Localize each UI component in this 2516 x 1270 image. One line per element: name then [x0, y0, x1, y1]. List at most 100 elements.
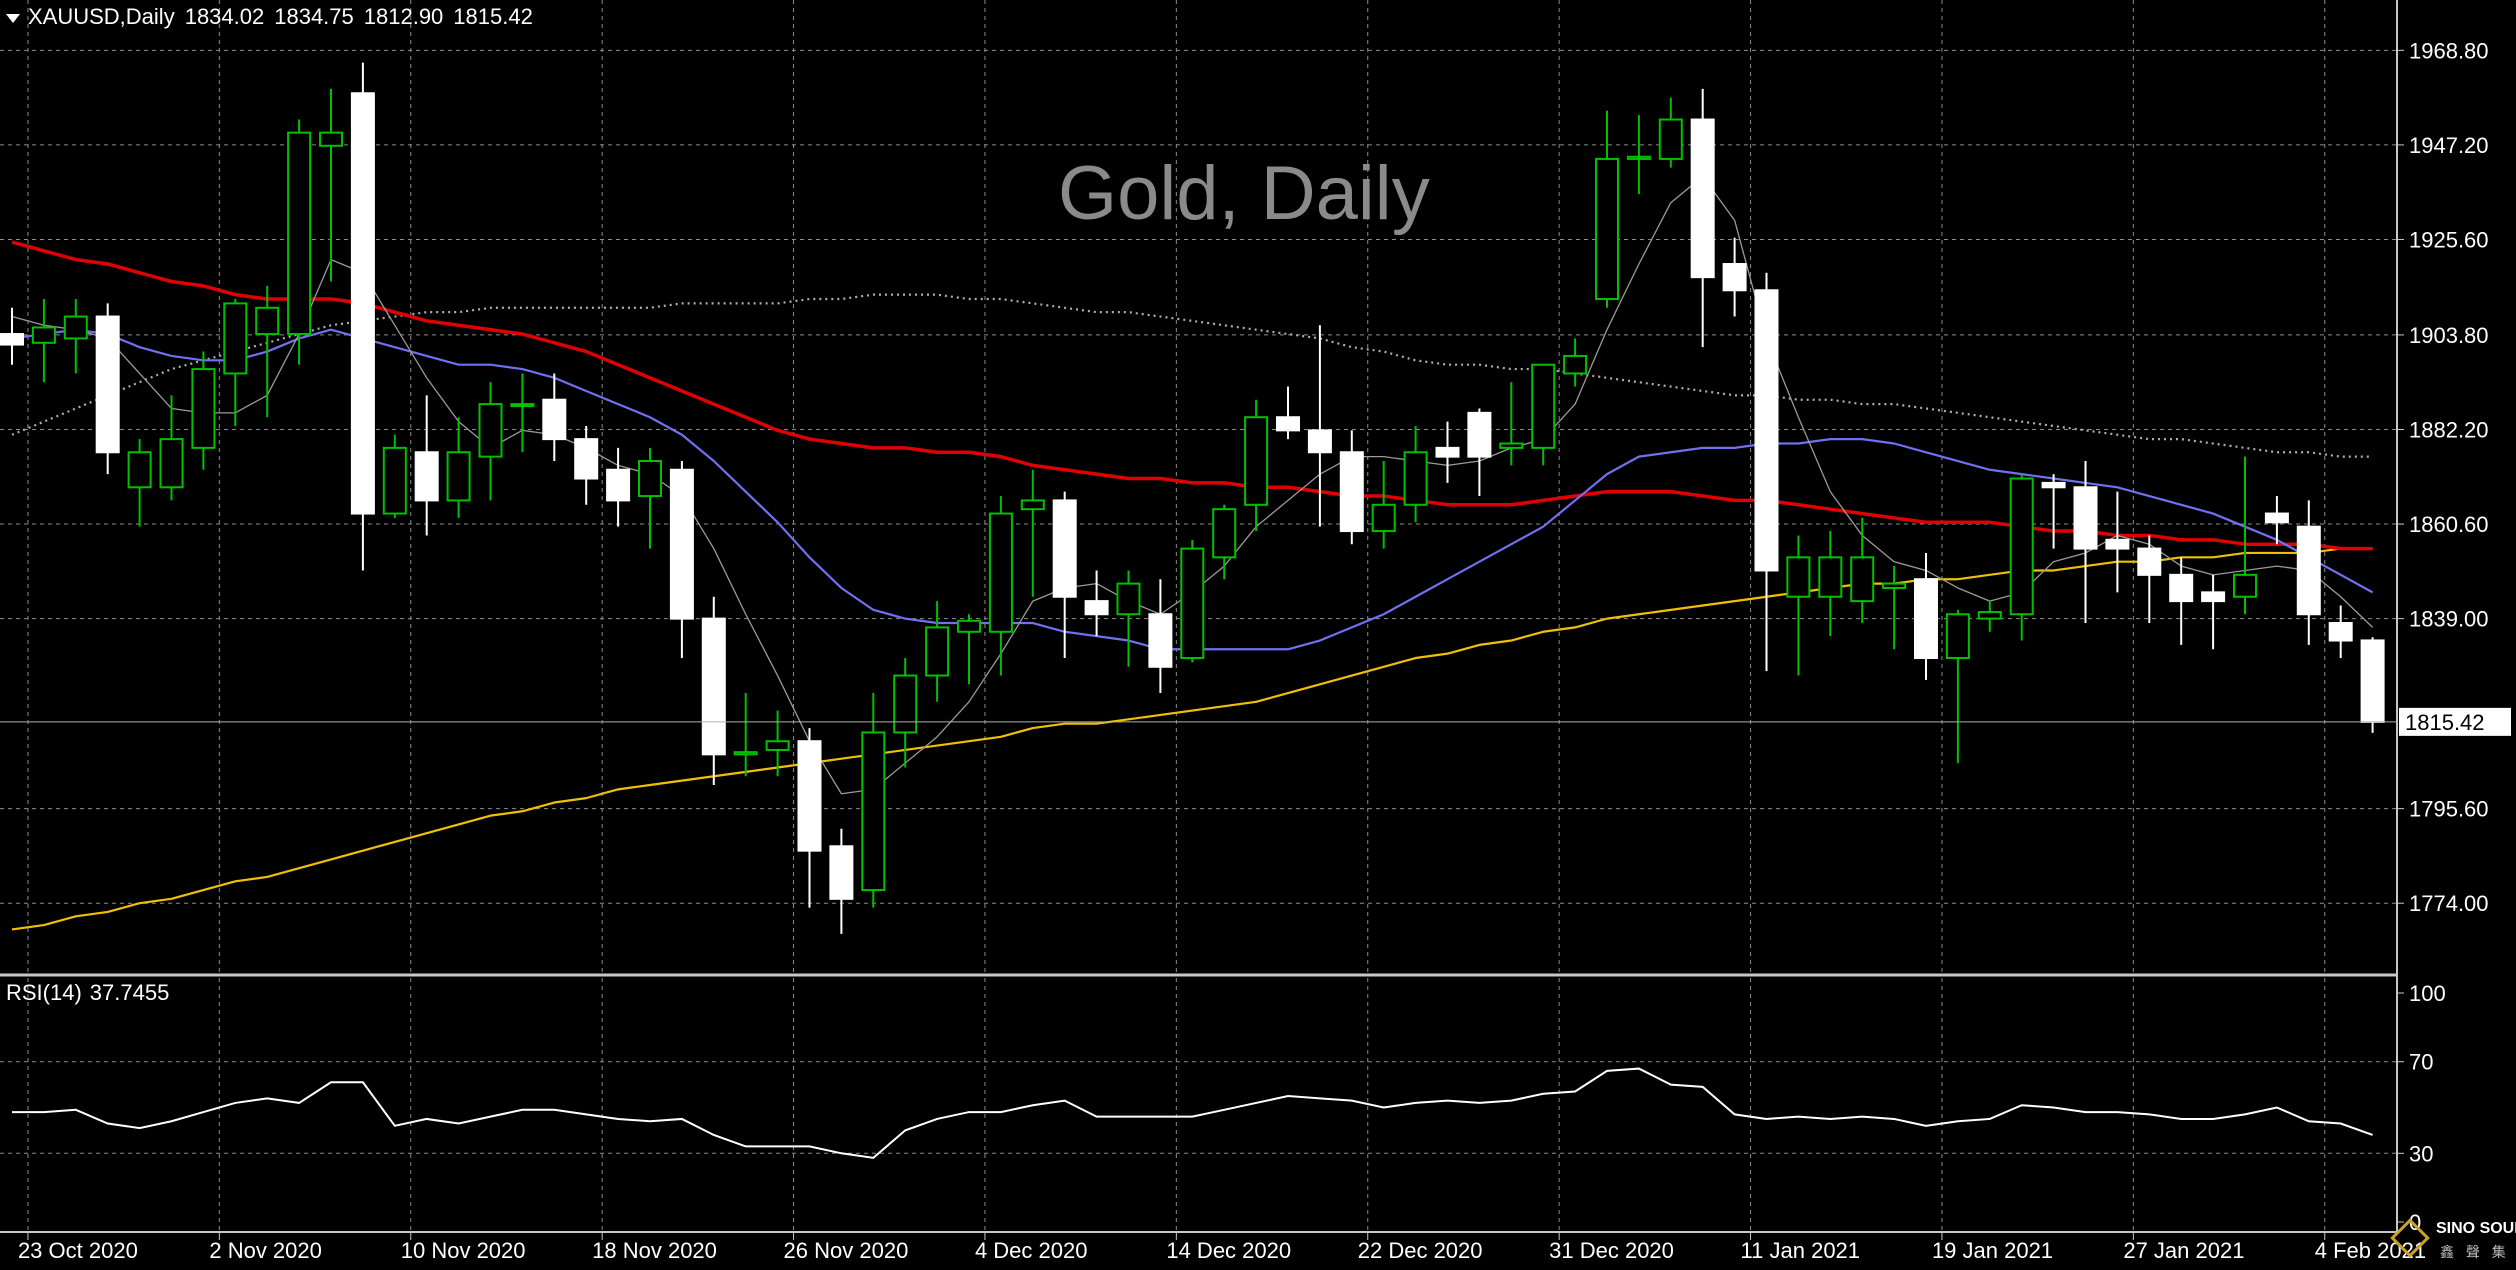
- candle[interactable]: [733, 693, 758, 777]
- candle[interactable]: [1499, 382, 1524, 466]
- candle[interactable]: [1658, 97, 1683, 168]
- rsi-panel[interactable]: 100 70 30 0: [0, 981, 2446, 1235]
- candle[interactable]: [1945, 609, 1970, 764]
- candle-body: [574, 438, 599, 480]
- candle[interactable]: [63, 299, 88, 374]
- candle[interactable]: [287, 119, 312, 365]
- candle[interactable]: [1850, 517, 1875, 624]
- candle-body: [1499, 442, 1524, 449]
- candle[interactable]: [31, 299, 56, 383]
- dropdown-triangle-icon[interactable]: [6, 13, 20, 23]
- candle[interactable]: [957, 614, 981, 685]
- candle-body: [925, 626, 950, 677]
- candle[interactable]: [2360, 637, 2385, 733]
- sino-sound-logo: SINO SOUND 鑫 聲 集 團: [2390, 1218, 2516, 1270]
- moving-average-line-ma_red: [11, 240, 2373, 551]
- moving-average-line-ma_yellow: [11, 547, 2373, 931]
- candle[interactable]: [1052, 491, 1077, 659]
- candle[interactable]: [574, 425, 599, 505]
- candle-body: [2296, 525, 2321, 616]
- candle[interactable]: [1882, 566, 1907, 650]
- candle[interactable]: [2169, 557, 2194, 645]
- candle[interactable]: [542, 373, 567, 462]
- candle[interactable]: [893, 658, 918, 768]
- candle[interactable]: [988, 496, 1013, 676]
- candle[interactable]: [382, 434, 407, 518]
- candle[interactable]: [255, 285, 280, 418]
- candle[interactable]: [2296, 500, 2321, 645]
- candle[interactable]: [2073, 461, 2098, 624]
- candle[interactable]: [1595, 110, 1619, 308]
- candle[interactable]: [2233, 456, 2257, 615]
- low-value: 1812.90: [363, 4, 444, 29]
- candle[interactable]: [1020, 469, 1045, 597]
- candle[interactable]: [606, 447, 631, 527]
- candle-body: [414, 451, 439, 502]
- candle[interactable]: [1307, 325, 1332, 527]
- candle[interactable]: [159, 395, 184, 501]
- candle[interactable]: [1722, 237, 1747, 317]
- candle[interactable]: [1626, 115, 1651, 194]
- time-tick-label: 19 Jan 2021: [1932, 1238, 2053, 1263]
- chart-header: XAUUSD,Daily 1834.02 1834.75 1812.90 1815.42: [6, 4, 543, 30]
- candle-body: [159, 438, 184, 489]
- candle[interactable]: [2137, 535, 2162, 624]
- candle[interactable]: [861, 693, 886, 908]
- time-axis: 23 Oct 2020 2 Nov 2020 10 Nov 2020 18 Nov 2…: [18, 1232, 2426, 1263]
- candle[interactable]: [350, 62, 375, 571]
- candle[interactable]: [1180, 539, 1205, 663]
- candle[interactable]: [446, 417, 471, 518]
- candle[interactable]: [1690, 88, 1715, 348]
- close-value: 1815.42: [453, 4, 533, 29]
- candle-body: [1722, 262, 1747, 292]
- candle-body: [510, 403, 535, 408]
- candle[interactable]: [829, 828, 854, 934]
- candle[interactable]: [191, 351, 216, 470]
- time-tick-label: 23 Oct 2020: [18, 1238, 138, 1263]
- candle[interactable]: [127, 439, 152, 527]
- rsi-label: RSI(14): [6, 980, 82, 1005]
- high-value: 1834.75: [274, 4, 354, 29]
- candle[interactable]: [1276, 386, 1300, 440]
- candle[interactable]: [1435, 421, 1460, 483]
- candle[interactable]: [1116, 570, 1141, 667]
- candle[interactable]: [797, 728, 822, 908]
- candle[interactable]: [2328, 605, 2353, 659]
- candle[interactable]: [95, 303, 120, 475]
- candle[interactable]: [478, 382, 503, 501]
- price-tick-label: 1968.80: [2409, 38, 2489, 63]
- candle[interactable]: [1403, 425, 1428, 523]
- candle[interactable]: [1977, 601, 2002, 632]
- candle[interactable]: [1563, 338, 1588, 387]
- candle[interactable]: [1371, 461, 1396, 549]
- candle[interactable]: [925, 601, 950, 702]
- candle[interactable]: [1818, 531, 1843, 637]
- candle[interactable]: [1467, 408, 1492, 497]
- candle[interactable]: [1531, 363, 1556, 466]
- candle[interactable]: [2041, 474, 2066, 549]
- candle[interactable]: [2009, 474, 2034, 641]
- candle[interactable]: [1244, 399, 1269, 532]
- candle[interactable]: [0, 307, 24, 365]
- candle[interactable]: [1339, 430, 1364, 545]
- candle[interactable]: [1786, 535, 1811, 676]
- candle[interactable]: [2105, 491, 2130, 593]
- candle[interactable]: [1148, 579, 1173, 694]
- candle[interactable]: [1754, 272, 1779, 672]
- candle[interactable]: [2264, 496, 2289, 545]
- candlesticks[interactable]: [0, 62, 2385, 934]
- candle[interactable]: [510, 373, 535, 453]
- candle-body: [1371, 503, 1396, 533]
- candle[interactable]: [2201, 574, 2226, 650]
- candle[interactable]: [414, 395, 439, 536]
- candle[interactable]: [1084, 570, 1109, 637]
- candle-body: [2328, 622, 2353, 642]
- candle[interactable]: [1212, 504, 1237, 580]
- candle[interactable]: [223, 299, 248, 426]
- candle[interactable]: [638, 447, 662, 549]
- candle[interactable]: [701, 596, 726, 785]
- candle[interactable]: [319, 88, 343, 282]
- candle[interactable]: [1914, 552, 1938, 680]
- candle[interactable]: [669, 461, 694, 659]
